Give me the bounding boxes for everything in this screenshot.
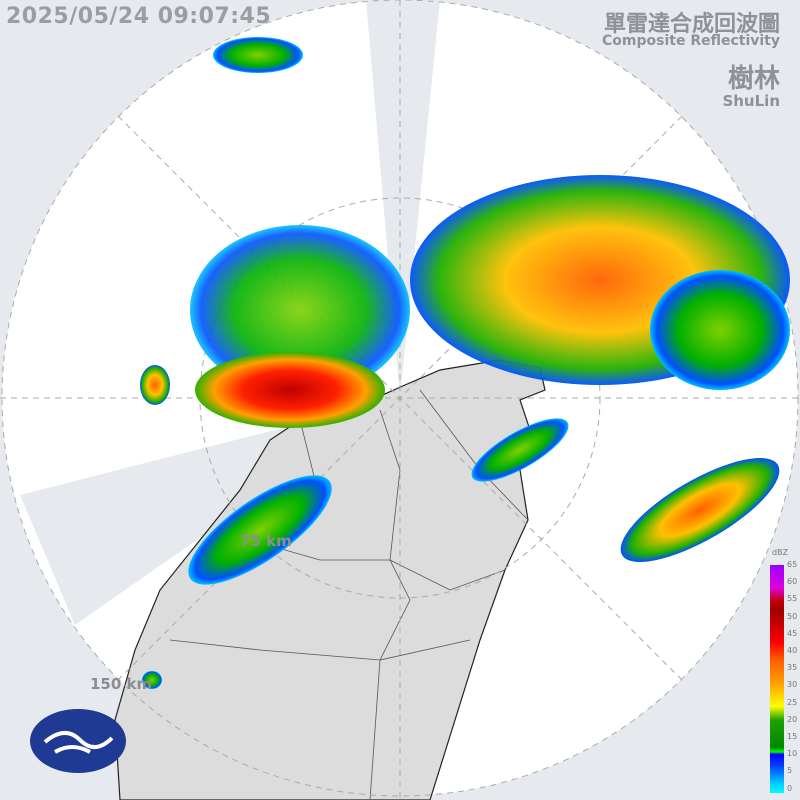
echo-north-strip: [213, 37, 303, 73]
timestamp: 2025/05/24 09:07:45: [6, 4, 272, 29]
legend-tick: 5: [787, 766, 793, 776]
echo-east-light: [650, 270, 790, 390]
legend-unit: dBZ: [772, 548, 789, 557]
radar-echoes: [140, 37, 790, 689]
range-label-150: 150 km: [90, 675, 153, 693]
range-label-75: 75 km: [240, 532, 292, 550]
echo-west-small: [140, 365, 170, 405]
echo-northwest: [190, 225, 410, 395]
echo-small-150: [142, 671, 162, 689]
echo-southwest-band: [188, 475, 332, 585]
legend-tick: 25: [787, 697, 798, 707]
legend-tick: 40: [787, 646, 798, 655]
legend-tick: 10: [787, 749, 798, 759]
legend-tick: 20: [787, 714, 798, 724]
station-zh: 樹林: [727, 64, 780, 94]
taiwan-land: [114, 359, 546, 800]
legend-tick: 45: [787, 628, 798, 638]
legend-tick: 55: [787, 594, 798, 604]
legend-tick: 50: [787, 611, 798, 621]
echo-southeast: [620, 458, 780, 562]
legend-tick: 30: [787, 680, 798, 690]
station-en: ShuLin: [722, 92, 780, 110]
legend-tick: 0: [787, 783, 793, 793]
legend-tick: 15: [787, 732, 798, 741]
legend-tick: 35: [787, 663, 798, 673]
echo-heavy-west: [195, 352, 385, 428]
title-en: Composite Reflectivity: [602, 33, 780, 49]
legend-tick: 60: [787, 577, 798, 587]
legend-tick: 65: [787, 560, 798, 569]
cwa-logo: [30, 709, 126, 773]
color-legend: [770, 565, 784, 793]
title-zh: 單雷達合成回波圖: [603, 12, 780, 37]
echo-east-coast: [471, 418, 569, 482]
